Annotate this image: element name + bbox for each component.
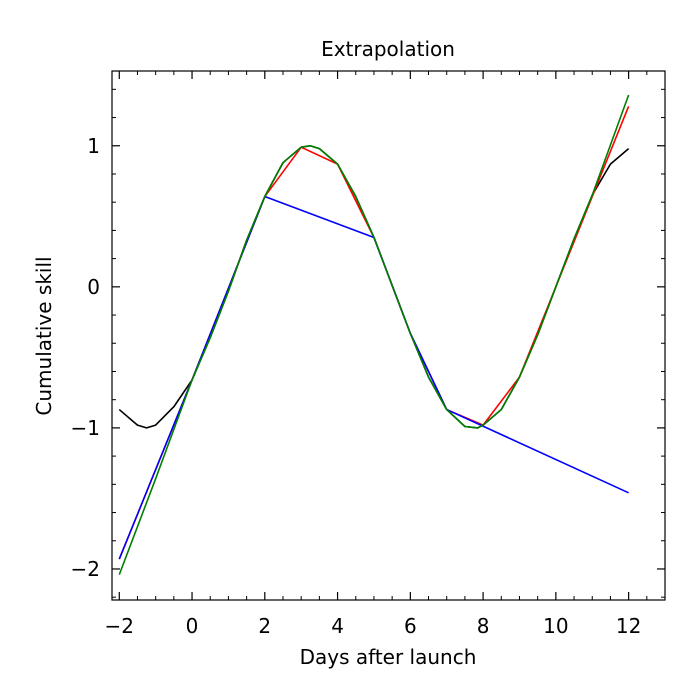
- y-tick-label: −2: [71, 557, 100, 581]
- ticks-group: −2 0 2 4 6 8 10 12 −2 −1 0 1: [71, 71, 666, 638]
- x-tick-label: −2: [105, 614, 134, 638]
- series-line-2: [118, 195, 629, 560]
- y-tick-label: 0: [87, 275, 100, 299]
- x-tick-label: 12: [616, 614, 641, 638]
- y-tick-label: 1: [87, 134, 100, 158]
- series-group: [118, 94, 630, 575]
- x-tick-label: 0: [186, 614, 199, 638]
- x-axis-label: Days after launch: [300, 645, 477, 669]
- x-tick-label: 8: [477, 614, 490, 638]
- series-line-1: [118, 105, 630, 560]
- x-tick-label: 10: [543, 614, 568, 638]
- plot-frame: [111, 70, 666, 601]
- series-line-0: [118, 144, 630, 429]
- x-tick-label: 4: [331, 614, 344, 638]
- x-tick-label: 6: [404, 614, 417, 638]
- y-tick-label: −1: [71, 416, 100, 440]
- plot-area: [111, 70, 666, 601]
- x-tick-label: 2: [258, 614, 271, 638]
- chart-title: Extrapolation: [321, 37, 455, 61]
- y-axis-label: Cumulative skill: [32, 256, 56, 415]
- series-line-3: [118, 94, 630, 575]
